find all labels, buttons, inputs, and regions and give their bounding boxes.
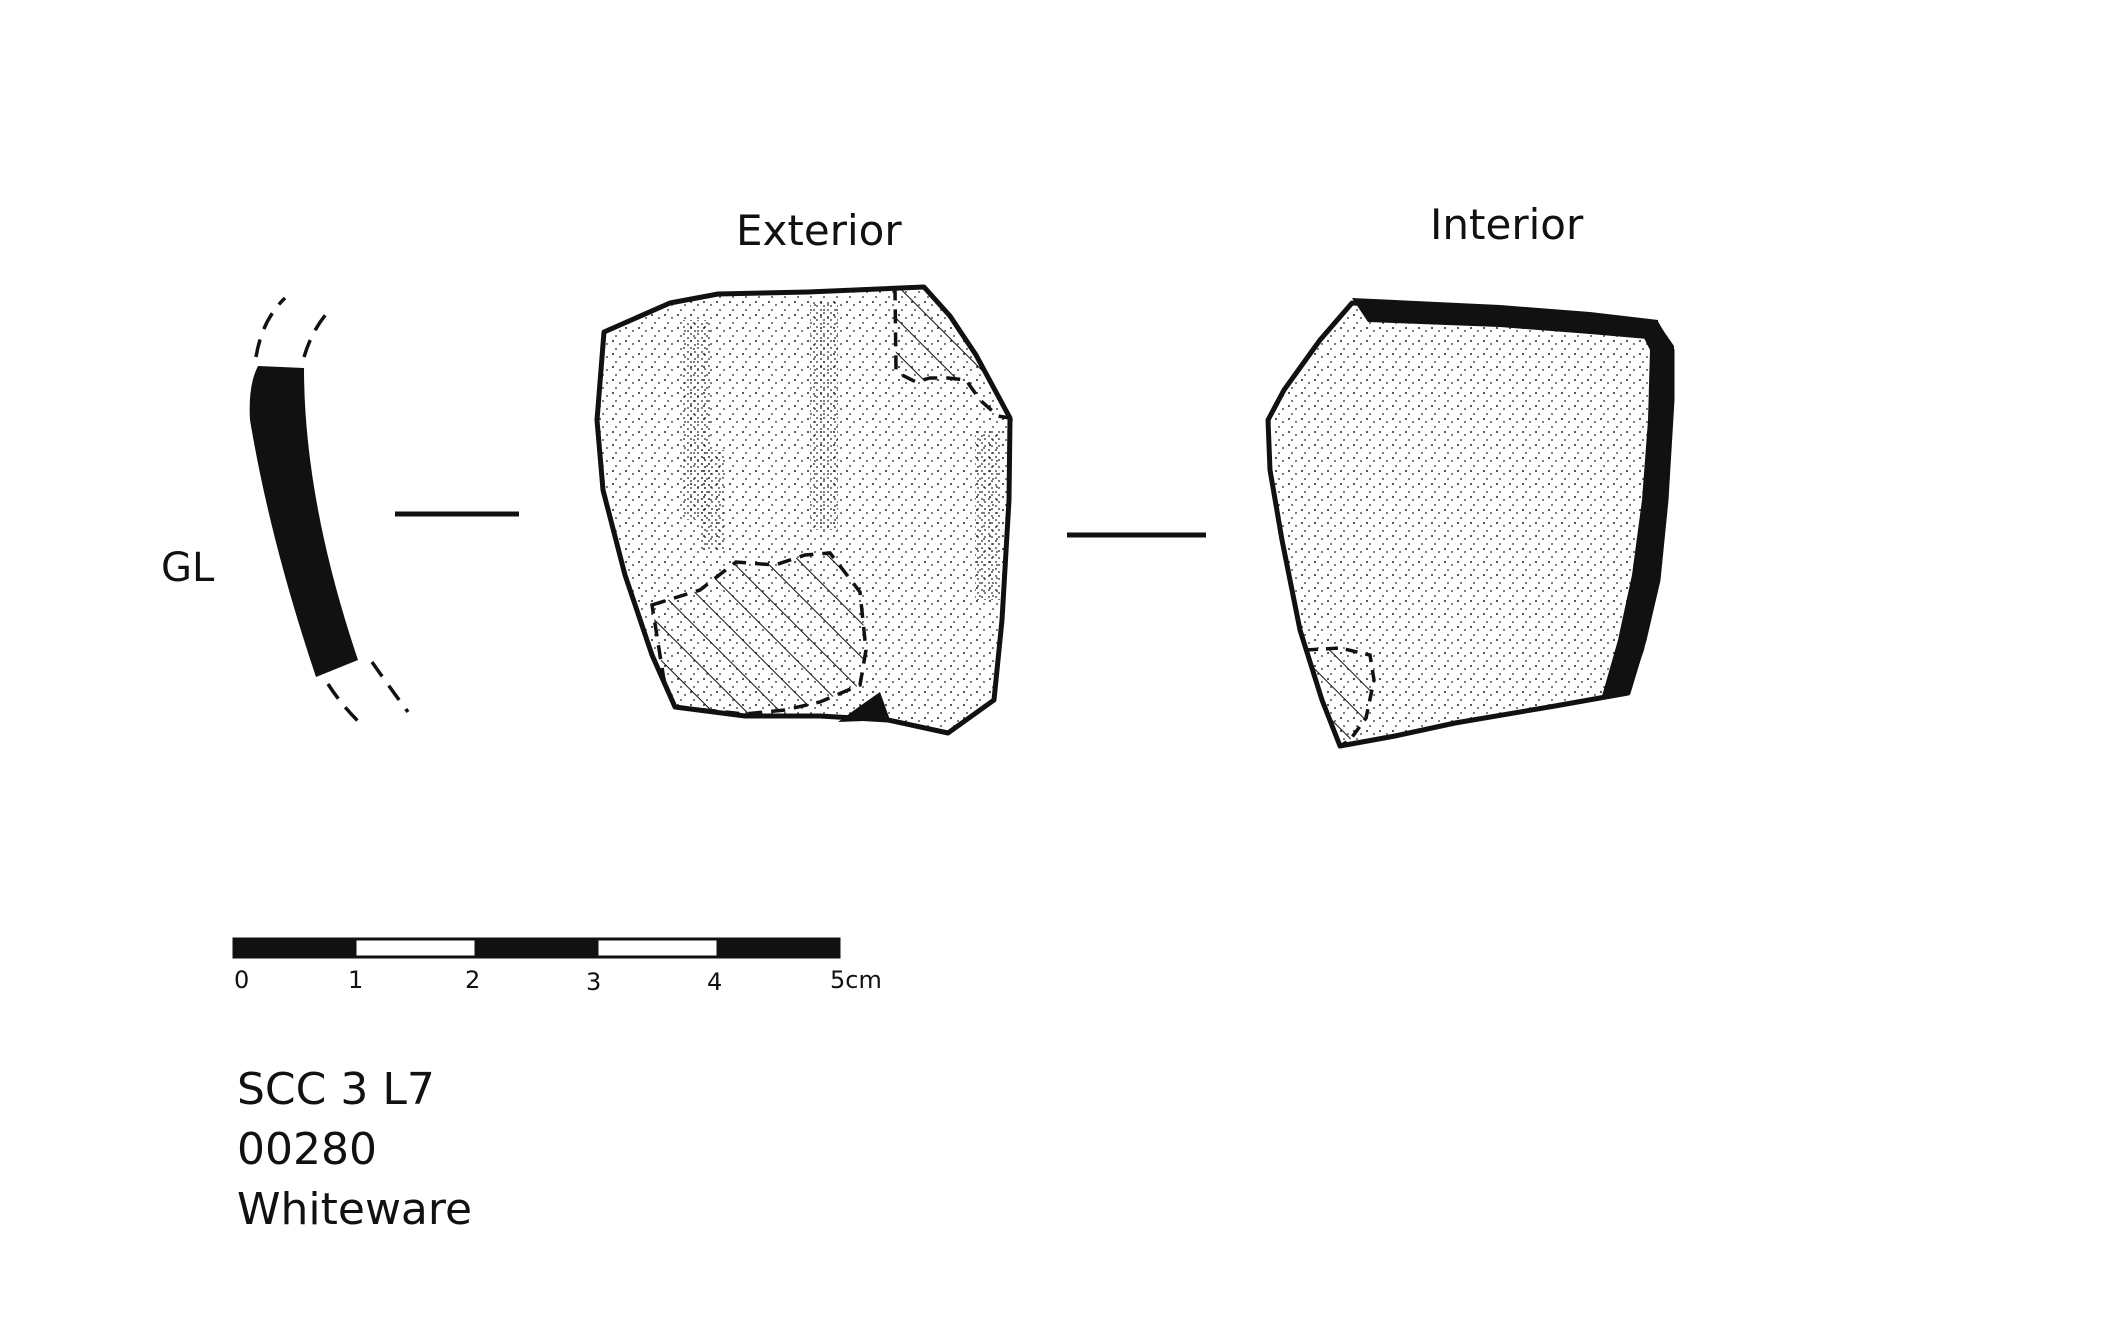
interior-title: Interior	[1430, 200, 1584, 249]
interior-glaze-right-band	[1602, 320, 1674, 696]
sherd-ware: Whiteware	[237, 1184, 473, 1235]
scale-tick-label: 1	[348, 966, 364, 994]
scale-tick-label: 0	[234, 966, 250, 994]
scale-bar	[232, 937, 841, 959]
scale-seg-2-3	[476, 939, 597, 957]
scale-seg-3-4	[595, 937, 720, 959]
scale-seg-0-1	[234, 939, 355, 957]
interior-spall	[1303, 646, 1376, 749]
interior-glaze-top-band	[1352, 298, 1660, 340]
interior-view	[1265, 298, 1675, 749]
profile-body	[249, 366, 358, 677]
sherd-number: 00280	[237, 1124, 377, 1175]
profile-dashed-bottom-outer	[326, 683, 364, 727]
exterior-striations	[683, 300, 1000, 600]
profile-dashed-top-inner	[302, 310, 330, 358]
scale-seg-1-2	[353, 937, 478, 959]
scale-seg-4-5	[718, 939, 839, 957]
profile-section	[249, 296, 410, 727]
scale-tick-label: 2	[465, 966, 481, 994]
exterior-title: Exterior	[736, 206, 902, 255]
exterior-base-dark	[838, 692, 890, 722]
sherd-context: SCC 3 L7	[237, 1064, 435, 1115]
scale-tick-label: 5cm	[830, 966, 882, 994]
scale-tick-label: 4	[707, 968, 723, 996]
profile-dashed-bottom-inner	[370, 661, 410, 714]
profile-dashed-top-outer	[254, 296, 287, 358]
exterior-spall-lower-left	[650, 551, 868, 716]
exterior-spall-top-right	[893, 285, 1014, 421]
exterior-view	[594, 284, 1014, 736]
profile-label: GL	[161, 545, 215, 591]
scale-tick-label: 3	[586, 968, 602, 996]
scale-bar-frame	[232, 937, 841, 959]
